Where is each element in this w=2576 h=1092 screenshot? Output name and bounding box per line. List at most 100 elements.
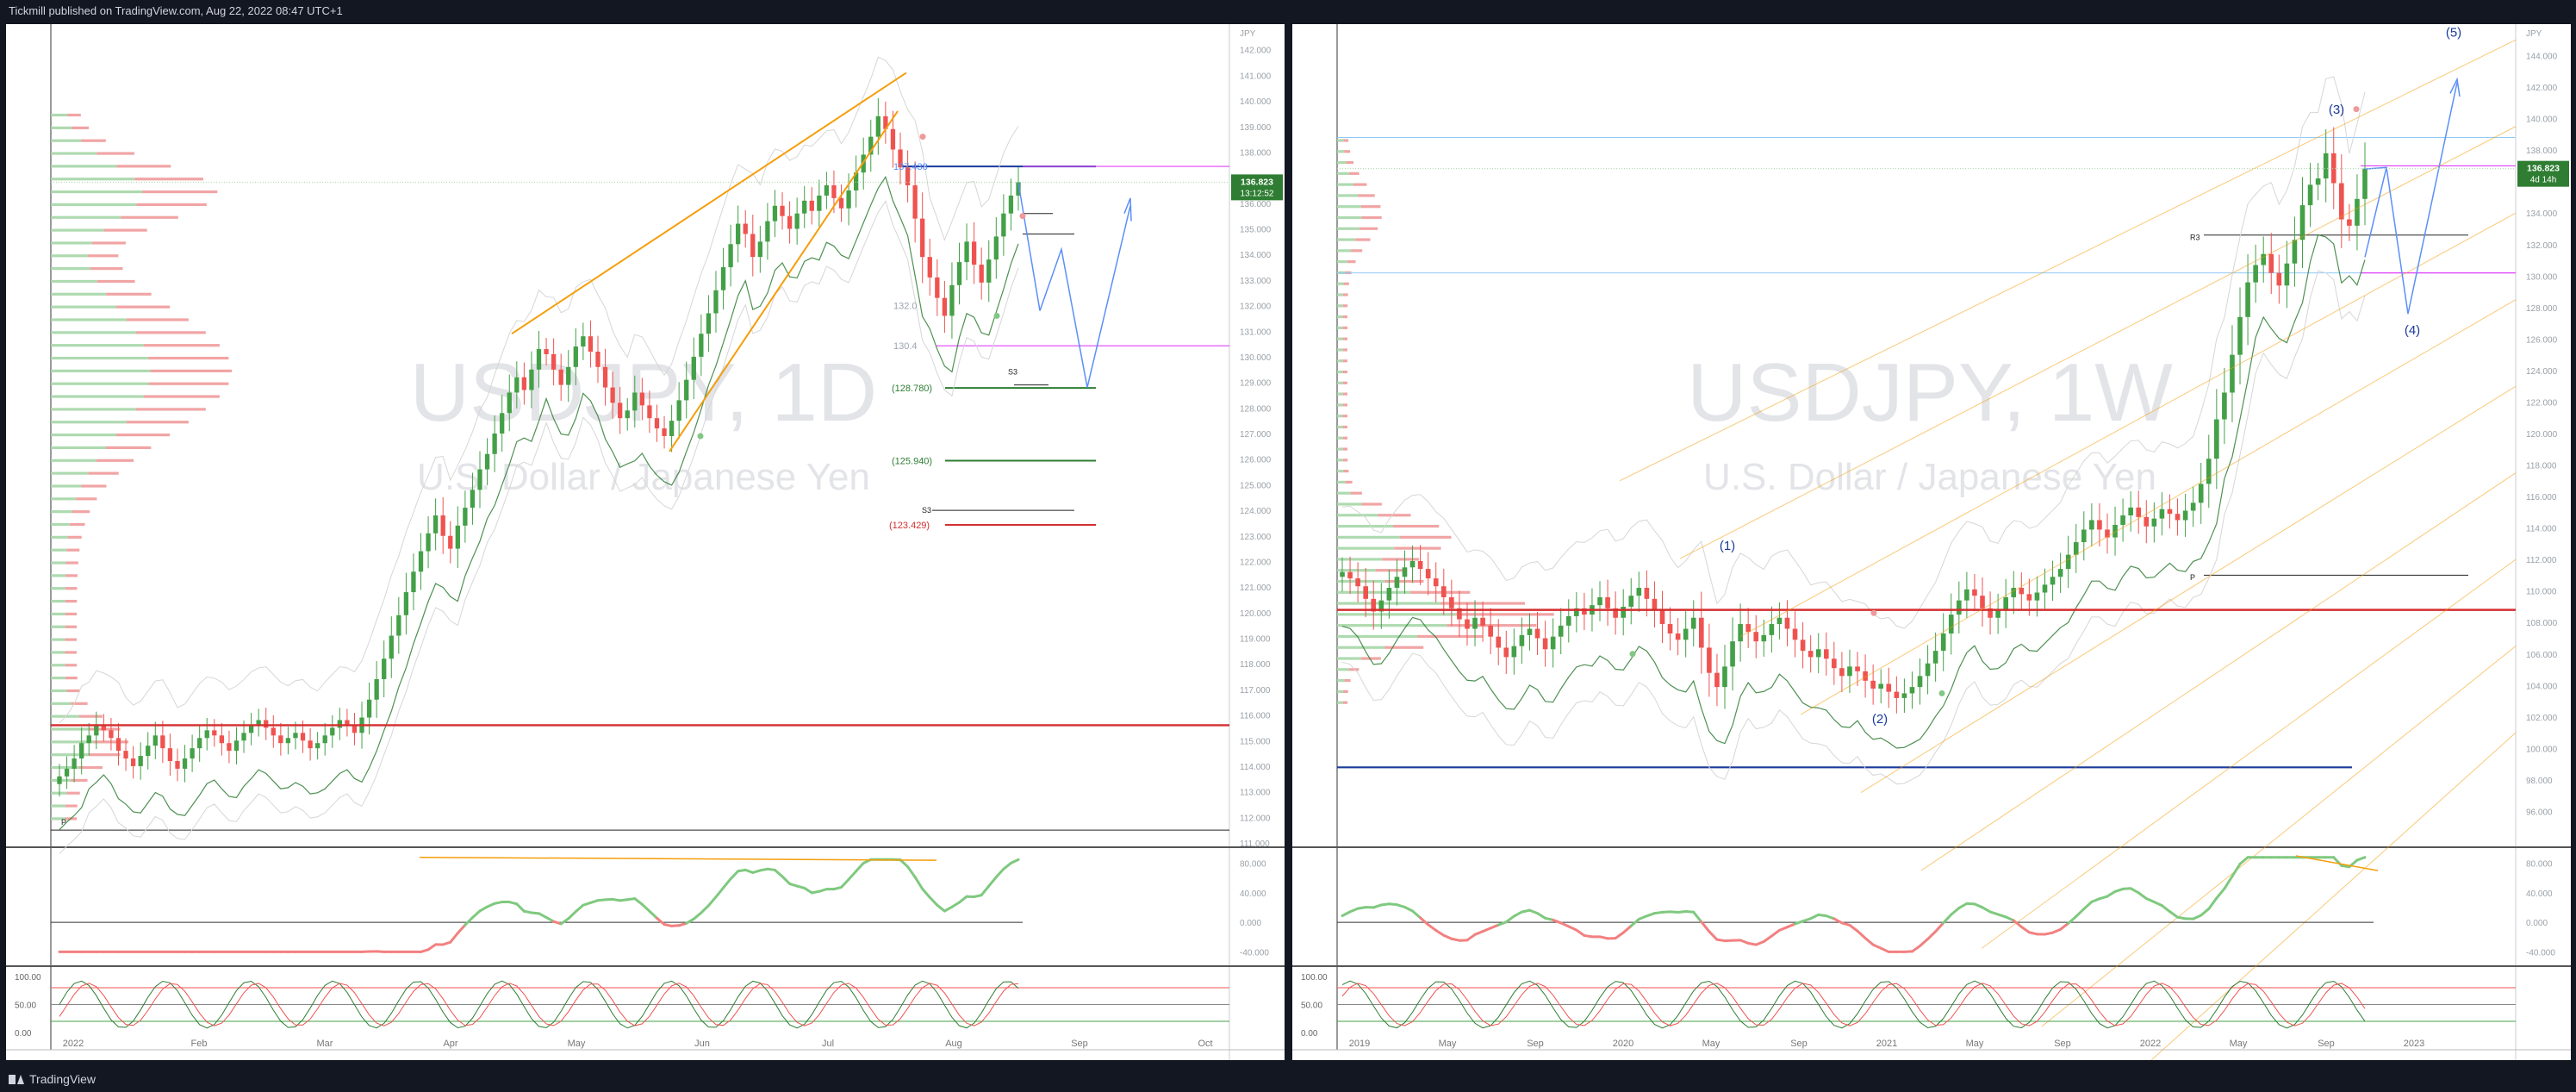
volume-profile-bar bbox=[1337, 293, 1343, 296]
envelope-lower bbox=[59, 200, 1019, 854]
time-tick-label: 2023 bbox=[2404, 1039, 2424, 1049]
volume-profile-bar bbox=[1337, 470, 1344, 473]
candle bbox=[382, 658, 387, 679]
time-tick-label: 2022 bbox=[63, 1039, 84, 1049]
candle bbox=[2057, 569, 2063, 577]
candle bbox=[964, 241, 969, 263]
volume-profile-bar bbox=[1337, 535, 1400, 539]
rsi-line bbox=[1427, 923, 1438, 932]
candle bbox=[448, 535, 453, 549]
price-tick-label: 134.000 bbox=[2526, 209, 2558, 219]
volume-profile-bar bbox=[1342, 447, 1348, 451]
candle bbox=[1964, 589, 1969, 601]
rsi-line bbox=[781, 875, 792, 885]
price-tick-label: 138.000 bbox=[1240, 148, 1272, 158]
volume-profile-bar bbox=[1361, 502, 1382, 506]
candle bbox=[1957, 600, 1962, 615]
price-tick-label: 135.000 bbox=[1240, 226, 1272, 235]
price-tick-label: 121.000 bbox=[1240, 583, 1272, 593]
rsi-line bbox=[2355, 856, 2367, 862]
rsi-line bbox=[1926, 930, 1938, 941]
volume-profile-bar bbox=[1337, 172, 1350, 175]
candle bbox=[396, 615, 401, 636]
candle bbox=[470, 490, 476, 509]
chart-panel-daily[interactable]: USDJPY, 1D U.S. Dollar / Japanese Yen 142.… bbox=[6, 24, 1285, 1060]
stoch-tick-label: 0.00 bbox=[15, 1029, 32, 1039]
time-tick-label: May bbox=[1439, 1039, 1457, 1049]
candle bbox=[2026, 594, 2032, 601]
price-tick-label: 119.000 bbox=[1240, 635, 1271, 645]
rsi-line bbox=[574, 903, 585, 914]
volume-profile-bar bbox=[51, 484, 82, 488]
rsi-line bbox=[706, 895, 718, 908]
rsi-line bbox=[1536, 912, 1547, 920]
candle bbox=[1417, 560, 1423, 570]
candle bbox=[780, 205, 785, 216]
chart-daily[interactable]: USDJPY, 1DU.S. Dollar / Japanese Yen142.… bbox=[6, 24, 1285, 1060]
rsi-line bbox=[1684, 909, 1696, 914]
signal-marker bbox=[1870, 609, 1877, 616]
stoch-tick-label: 0.00 bbox=[1301, 1029, 1318, 1039]
volume-profile-bar bbox=[1337, 238, 1356, 241]
rsi-line bbox=[2098, 895, 2109, 901]
time-tick-label: 2020 bbox=[1613, 1039, 1633, 1049]
rsi-line bbox=[1950, 907, 1961, 916]
rsi-line bbox=[1442, 933, 1453, 940]
chart-weekly[interactable]: USDJPY, 1W U.S. Dollar / Japanese Yen 144.… bbox=[1292, 24, 2571, 1060]
volume-profile-bar bbox=[1343, 139, 1349, 142]
rsi-line bbox=[449, 932, 459, 944]
footer-brand[interactable]: TradingView bbox=[29, 1072, 96, 1086]
volume-profile-bar bbox=[1337, 215, 1362, 220]
candle bbox=[160, 735, 165, 749]
rsi-line bbox=[2082, 900, 2094, 911]
candle bbox=[1597, 597, 1602, 606]
price-tick-label: 112.000 bbox=[2526, 556, 2557, 565]
price-tick-label: 144.000 bbox=[2526, 53, 2558, 62]
candle bbox=[308, 740, 313, 749]
rsi-line bbox=[567, 910, 577, 920]
volume-profile-bar bbox=[1337, 569, 1376, 572]
candle bbox=[2230, 354, 2235, 393]
candle bbox=[890, 128, 896, 150]
volume-profile-bar bbox=[150, 369, 232, 372]
candle bbox=[905, 167, 911, 186]
level-label: 137.438 bbox=[893, 162, 928, 172]
candle bbox=[138, 756, 143, 766]
candle bbox=[1621, 606, 1627, 618]
rsi-line bbox=[958, 895, 968, 904]
wave-label: (3) bbox=[2329, 103, 2344, 117]
chart-panel-weekly[interactable]: USDJPY, 1W U.S. Dollar / Japanese Yen 144.… bbox=[1292, 24, 2571, 1060]
candle bbox=[912, 185, 918, 219]
candle bbox=[625, 410, 630, 419]
volume-profile-bar bbox=[51, 765, 79, 770]
candle bbox=[809, 200, 814, 211]
volume-profile-bar bbox=[1384, 579, 1424, 583]
candle bbox=[2268, 253, 2274, 273]
candle bbox=[2112, 524, 2118, 538]
volume-profile-bar bbox=[1337, 447, 1343, 451]
channel-line bbox=[2150, 732, 2517, 1060]
volume-profile-bar bbox=[1342, 326, 1348, 329]
candle bbox=[772, 205, 778, 222]
price-tick-label: 139.000 bbox=[1240, 123, 1272, 133]
volume-profile-bar bbox=[103, 228, 147, 232]
volume-profile-bar bbox=[51, 612, 65, 616]
candle bbox=[2330, 153, 2336, 184]
volume-profile-bar bbox=[1342, 392, 1347, 396]
volume-profile-bar bbox=[135, 331, 206, 334]
rsi-line bbox=[1348, 907, 1360, 914]
candle bbox=[1940, 633, 1946, 652]
candle bbox=[1839, 668, 1845, 677]
candle bbox=[1988, 608, 1993, 618]
price-tick-label: 141.000 bbox=[1240, 72, 1272, 81]
candle bbox=[2299, 205, 2305, 240]
candle bbox=[927, 257, 932, 278]
rsi-line bbox=[1395, 903, 1406, 909]
rsi-line bbox=[515, 902, 526, 913]
tradingview-logo-icon bbox=[9, 1075, 24, 1084]
rsi-line bbox=[1996, 913, 2007, 919]
volume-profile-bar bbox=[1337, 227, 1360, 230]
volume-profile-bar bbox=[1337, 415, 1343, 418]
volume-profile-bar bbox=[51, 152, 97, 155]
volume-profile-bar bbox=[66, 791, 80, 795]
